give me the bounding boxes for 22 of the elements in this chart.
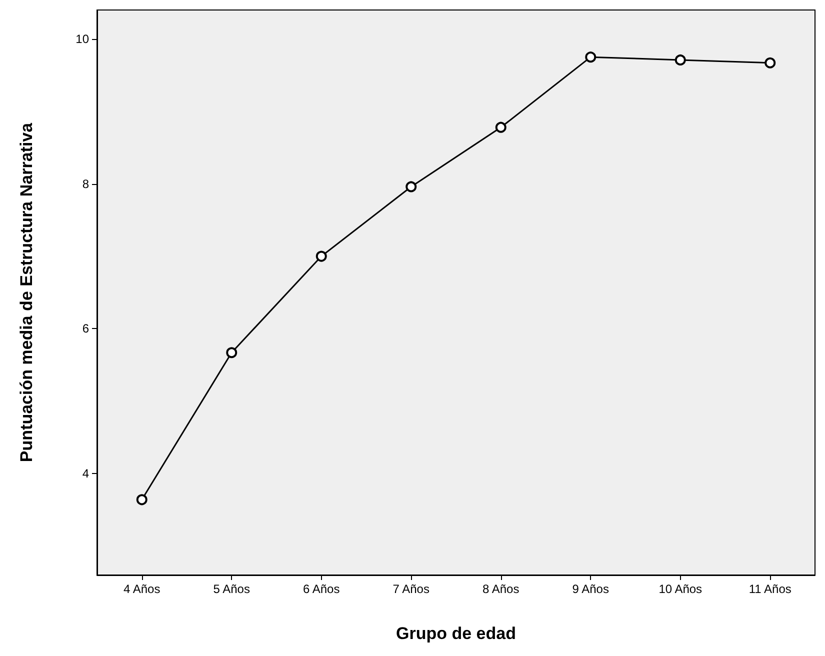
x-tick-label: 7 Años: [392, 582, 430, 596]
point: [226, 347, 238, 358]
y-tick-label: 4: [82, 466, 90, 481]
x-tick-label: 4 Años: [124, 582, 160, 596]
point: [764, 57, 776, 68]
x-tick-label: 9 Años: [572, 582, 609, 596]
y-tick-label: 10: [76, 32, 90, 46]
x-axis-title: Grupo de edad: [396, 624, 516, 643]
point: [674, 54, 686, 66]
x-tick-label: 11 Años: [748, 582, 792, 596]
y-tick-label: 6: [82, 322, 90, 336]
x-tick-label: 6 Años: [303, 582, 340, 596]
x-tick-label: 5 Años: [213, 582, 250, 596]
x-tick-label: 10 Años: [658, 582, 702, 596]
point: [585, 52, 596, 63]
point: [406, 181, 417, 192]
point: [316, 250, 327, 262]
y-tick-label: 8: [82, 176, 90, 191]
x-tick-label: 8 Años: [482, 582, 520, 596]
y-axis-title: Puntuación media de Estructura Narrativa: [17, 122, 36, 462]
point: [495, 122, 506, 133]
point: [136, 494, 148, 506]
